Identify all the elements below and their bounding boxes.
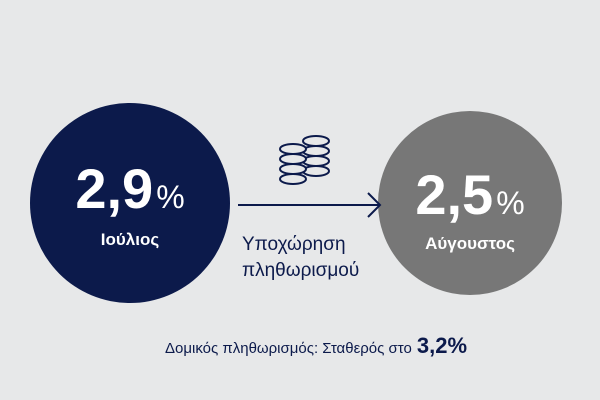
caption-line1: Υποχώρηση [242,234,346,255]
july-label: Ιούλιος [101,230,160,249]
footer: Δομικός πληθωρισμός: Σταθερός στο 3,2% [165,333,467,358]
july-unit: % [156,179,184,215]
footer-text: Δομικός πληθωρισμός: Σταθερός στο [165,340,412,357]
august-rate: 2,5% [415,163,524,226]
august-unit: % [496,185,524,221]
coins-icon [279,135,330,185]
caption-line2: πληθωρισμού [242,260,359,281]
august-circle [378,111,562,295]
july-rate: 2,9% [75,157,184,220]
footer-highlight: 3,2% [417,333,467,358]
august-value: 2,5 [415,163,493,226]
arrow [238,192,382,218]
august-label: Αύγουστος [425,234,515,253]
july-circle [30,103,230,303]
july-value: 2,9 [75,157,153,220]
